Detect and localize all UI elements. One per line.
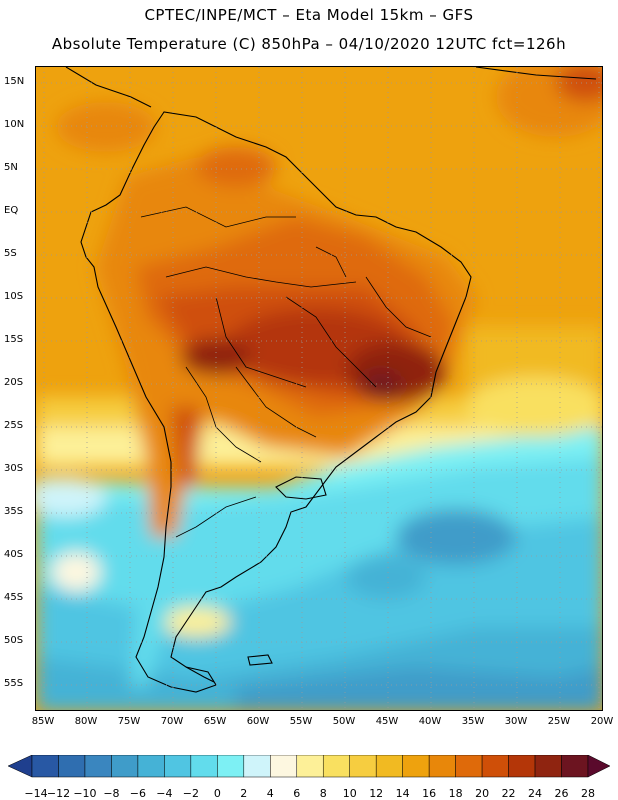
lat-tick-label: 5S bbox=[4, 248, 17, 259]
colorbar-tick-label: −4 bbox=[156, 787, 173, 800]
lon-tick-label: 30W bbox=[504, 716, 528, 727]
colorbar-tick-label: −6 bbox=[129, 787, 146, 800]
colorbar-swatch bbox=[455, 755, 483, 778]
lat-tick-label: 15N bbox=[4, 76, 25, 87]
lat-tick-label: 40S bbox=[4, 549, 24, 560]
colorbar-tick-label: 10 bbox=[342, 787, 357, 800]
colorbar-swatch bbox=[111, 755, 139, 778]
colorbar-swatch bbox=[375, 755, 403, 778]
colorbar-swatch bbox=[31, 755, 59, 778]
colorbar-swatch bbox=[270, 755, 298, 778]
lon-tick-label: 70W bbox=[160, 716, 184, 727]
colorbar-tick-label: −14 bbox=[24, 787, 48, 800]
lon-tick-label: 25W bbox=[547, 716, 571, 727]
chart-title: CPTEC/INPE/MCT – Eta Model 15km – GFS bbox=[144, 6, 474, 24]
lon-tick-label: 35W bbox=[461, 716, 485, 727]
colorbar bbox=[7, 755, 611, 778]
colorbar-tick-label: −2 bbox=[182, 787, 199, 800]
lat-tick-label: 55S bbox=[4, 678, 24, 689]
colorbar-tick-label: 24 bbox=[528, 787, 543, 800]
lat-tick-label: 10S bbox=[4, 291, 24, 302]
lon-tick-label: 75W bbox=[117, 716, 141, 727]
lon-tick-label: 85W bbox=[31, 716, 55, 727]
colorbar-tick-label: 6 bbox=[293, 787, 301, 800]
colorbar-tick-label: −10 bbox=[73, 787, 97, 800]
lat-tick-label: 30S bbox=[4, 463, 24, 474]
chart-subtitle: Absolute Temperature (C) 850hPa – 04/10/… bbox=[51, 35, 567, 53]
lon-tick-label: 50W bbox=[332, 716, 356, 727]
colorbar-tick-label: 14 bbox=[395, 787, 410, 800]
lon-tick-label: 65W bbox=[203, 716, 227, 727]
coastlines bbox=[65, 67, 597, 693]
temperature-field bbox=[36, 67, 602, 710]
colorbar-tick-label: −8 bbox=[103, 787, 120, 800]
colorbar-swatch bbox=[243, 755, 271, 778]
colorbar-swatch bbox=[137, 755, 165, 778]
colorbar-swatch bbox=[58, 755, 86, 778]
colorbar-swatch bbox=[322, 755, 350, 778]
colorbar-swatch bbox=[508, 755, 536, 778]
colorbar-swatch bbox=[190, 755, 218, 778]
lat-tick-label: 25S bbox=[4, 420, 24, 431]
colorbar-swatch bbox=[534, 755, 562, 778]
colorbar-tick-label: 22 bbox=[501, 787, 516, 800]
lat-tick-label: 50S bbox=[4, 635, 24, 646]
colorbar-tick-label: 20 bbox=[475, 787, 490, 800]
colorbar-arrow-high bbox=[587, 755, 611, 778]
lat-tick-label: 5N bbox=[4, 162, 18, 173]
lon-tick-label: 80W bbox=[74, 716, 98, 727]
colorbar-swatch bbox=[349, 755, 377, 778]
colorbar-swatch bbox=[561, 755, 589, 778]
lon-tick-label: 55W bbox=[289, 716, 313, 727]
colorbar-arrow-low bbox=[7, 755, 33, 778]
map-frame bbox=[35, 66, 603, 711]
lat-tick-label: 15S bbox=[4, 334, 24, 345]
colorbar-swatch bbox=[164, 755, 192, 778]
colorbar-tick-label: 16 bbox=[422, 787, 437, 800]
colorbar-tick-label: −12 bbox=[46, 787, 71, 800]
colorbar-tick-label: 12 bbox=[369, 787, 384, 800]
lat-tick-label: 45S bbox=[4, 592, 24, 603]
lon-tick-label: 45W bbox=[375, 716, 399, 727]
lon-tick-label: 20W bbox=[590, 716, 614, 727]
colorbar-swatch bbox=[481, 755, 509, 778]
lat-tick-label: 10N bbox=[4, 119, 25, 130]
colorbar-swatch bbox=[84, 755, 112, 778]
lon-tick-label: 40W bbox=[418, 716, 442, 727]
colorbar-tick-label: 28 bbox=[581, 787, 595, 800]
lat-tick-label: EQ bbox=[4, 205, 19, 216]
colorbar-tick-label: 8 bbox=[319, 787, 327, 800]
colorbar-tick-label: 0 bbox=[213, 787, 221, 800]
colorbar-tick-label: 18 bbox=[448, 787, 463, 800]
temperature-map bbox=[36, 67, 602, 710]
colorbar-swatch bbox=[217, 755, 245, 778]
lat-tick-label: 35S bbox=[4, 506, 24, 517]
colorbar-swatch bbox=[296, 755, 324, 778]
lon-tick-label: 60W bbox=[246, 716, 270, 727]
colorbar-swatch bbox=[402, 755, 430, 778]
colorbar-tick-label: 4 bbox=[266, 787, 274, 800]
colorbar-tick-label: 26 bbox=[554, 787, 569, 800]
colorbar-tick-label: 2 bbox=[240, 787, 248, 800]
lat-tick-label: 20S bbox=[4, 377, 24, 388]
colorbar-swatch bbox=[428, 755, 456, 778]
